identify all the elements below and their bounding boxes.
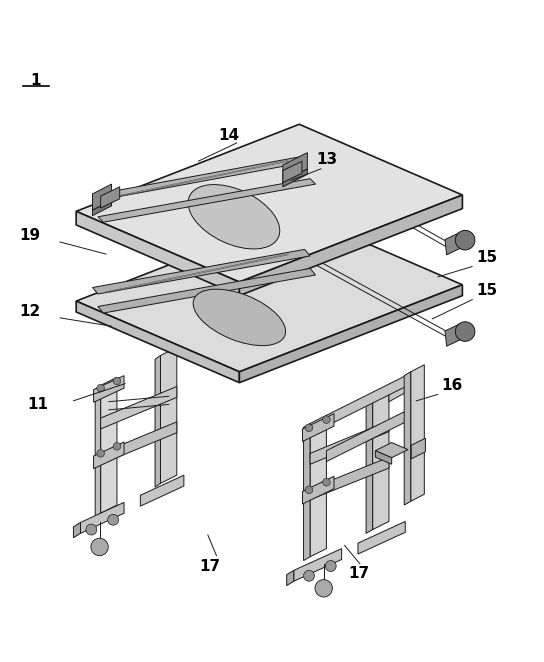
Circle shape <box>86 524 97 535</box>
Ellipse shape <box>193 289 286 346</box>
Circle shape <box>315 580 332 597</box>
Polygon shape <box>92 184 112 211</box>
Circle shape <box>113 377 121 385</box>
Circle shape <box>455 230 475 250</box>
Text: 19: 19 <box>20 228 40 244</box>
Circle shape <box>91 538 108 555</box>
Text: 17: 17 <box>199 559 220 573</box>
Polygon shape <box>304 424 310 561</box>
Polygon shape <box>76 214 462 372</box>
Polygon shape <box>445 232 461 255</box>
Circle shape <box>325 561 336 571</box>
Polygon shape <box>310 415 326 557</box>
Polygon shape <box>239 195 462 296</box>
Polygon shape <box>302 476 334 504</box>
Text: 14: 14 <box>218 128 239 142</box>
Polygon shape <box>81 502 124 534</box>
Polygon shape <box>411 365 424 501</box>
Polygon shape <box>155 355 160 487</box>
Polygon shape <box>411 438 425 459</box>
Polygon shape <box>445 324 461 346</box>
Polygon shape <box>92 195 98 206</box>
Polygon shape <box>101 422 177 464</box>
Circle shape <box>323 479 330 486</box>
Polygon shape <box>160 348 177 483</box>
Circle shape <box>304 571 314 581</box>
Polygon shape <box>294 549 342 581</box>
Polygon shape <box>366 397 373 534</box>
Polygon shape <box>94 442 124 469</box>
Polygon shape <box>92 201 112 216</box>
Polygon shape <box>375 442 408 457</box>
Polygon shape <box>373 388 389 530</box>
Polygon shape <box>76 211 239 296</box>
Text: 16: 16 <box>441 378 462 393</box>
Polygon shape <box>76 301 239 383</box>
Polygon shape <box>326 407 413 461</box>
Polygon shape <box>101 387 177 429</box>
Circle shape <box>108 514 119 525</box>
Polygon shape <box>310 421 389 464</box>
Polygon shape <box>94 375 124 402</box>
Text: 12: 12 <box>19 305 41 320</box>
Polygon shape <box>302 414 334 442</box>
Polygon shape <box>92 157 305 201</box>
Polygon shape <box>140 475 184 506</box>
Polygon shape <box>239 285 462 383</box>
Polygon shape <box>95 385 101 517</box>
Polygon shape <box>101 377 117 513</box>
Polygon shape <box>73 522 81 538</box>
Polygon shape <box>358 522 405 554</box>
Polygon shape <box>76 124 462 282</box>
Polygon shape <box>283 152 307 181</box>
Polygon shape <box>283 162 302 183</box>
Polygon shape <box>98 179 316 222</box>
Text: 17: 17 <box>349 565 369 581</box>
Text: 11: 11 <box>28 397 48 412</box>
Polygon shape <box>101 187 120 208</box>
Circle shape <box>113 442 121 450</box>
Circle shape <box>455 322 475 342</box>
Polygon shape <box>98 268 316 313</box>
Ellipse shape <box>188 185 280 249</box>
Circle shape <box>305 424 313 432</box>
Polygon shape <box>283 169 307 187</box>
Polygon shape <box>310 457 389 500</box>
Circle shape <box>97 385 104 392</box>
Polygon shape <box>92 250 310 294</box>
Text: 13: 13 <box>316 152 337 167</box>
Polygon shape <box>389 375 413 402</box>
Polygon shape <box>326 372 413 426</box>
Text: 15: 15 <box>477 283 497 298</box>
Polygon shape <box>404 372 411 505</box>
Circle shape <box>323 416 330 424</box>
Polygon shape <box>287 571 294 586</box>
Circle shape <box>305 486 313 494</box>
Circle shape <box>97 449 104 457</box>
Polygon shape <box>375 451 392 464</box>
Text: 15: 15 <box>477 250 497 265</box>
Text: 1: 1 <box>30 73 41 88</box>
